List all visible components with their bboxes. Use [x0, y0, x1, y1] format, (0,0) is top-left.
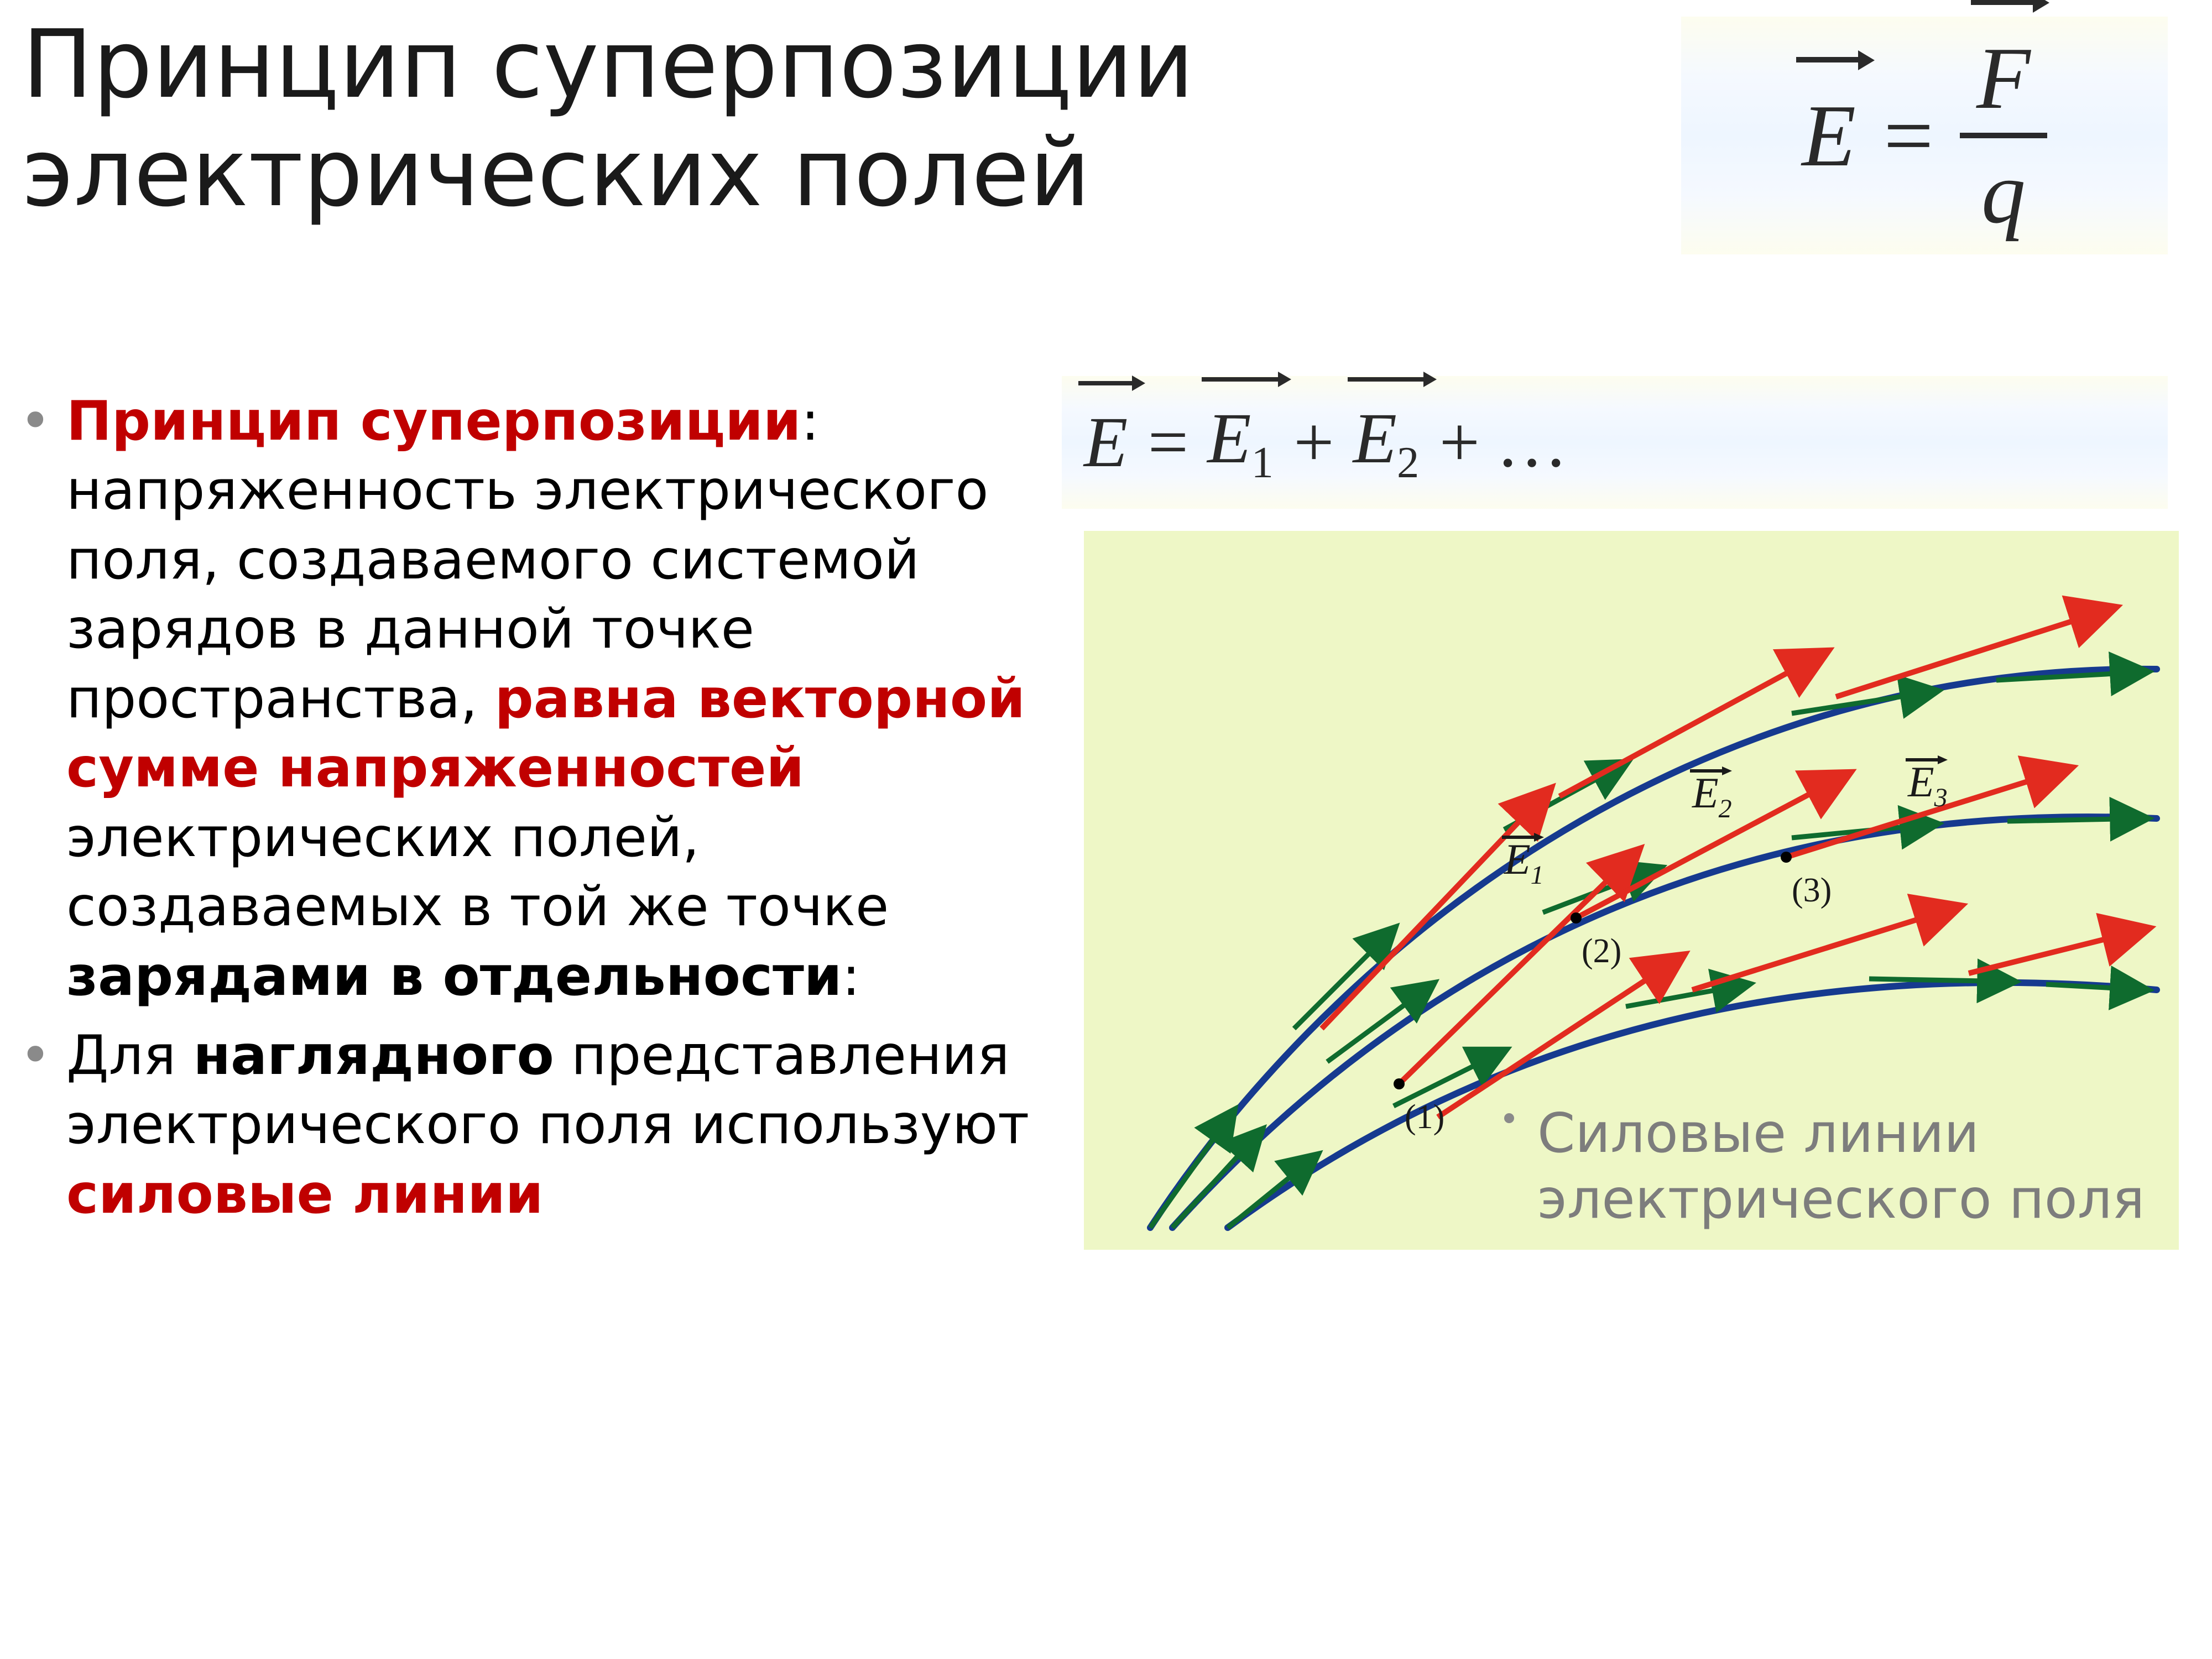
tangent-arrow — [1869, 979, 2013, 982]
fraction-denominator: q — [1965, 138, 2042, 247]
point-label: (2) — [1582, 932, 1621, 970]
symbol-e: E — [1802, 86, 1856, 185]
equals-sign: = — [1878, 85, 1938, 187]
page-title: Принцип суперпозиции электрических полей — [22, 11, 1239, 227]
vector-e1: E1 — [1207, 397, 1274, 488]
arrow-over-icon — [1202, 377, 1285, 385]
arrow-over-icon — [1348, 377, 1431, 385]
field-lines-diagram: (1)(2)(3)E1E2E3 Силовые линии электричес… — [1084, 531, 2179, 1250]
subscript-2: 2 — [1397, 438, 1419, 487]
point-label: (1) — [1405, 1098, 1444, 1136]
symbol-f: F — [1976, 29, 2031, 127]
equals-sign: = — [1143, 401, 1192, 484]
text-body: электрических полей, создаваемых в той ж… — [66, 806, 889, 938]
vector-e2: E2 — [1353, 397, 1420, 488]
symbol-e: E — [1207, 399, 1251, 478]
text-principle: Принцип суперпозиции — [66, 390, 801, 453]
fraction-numerator: F — [1960, 24, 2047, 133]
symbol-e: E — [1353, 399, 1397, 478]
arrow-over-icon — [1078, 381, 1139, 389]
text-colon: : — [842, 945, 860, 1008]
fraction: F q — [1960, 24, 2047, 247]
formula-content: E = F q — [1703, 33, 2146, 238]
bullet-list: Принцип суперпозиции: напряженность элек… — [66, 387, 1051, 1239]
bullet-item-1: Принцип суперпозиции: напряженность элек… — [66, 387, 1051, 1011]
vector-e: E — [1802, 85, 1856, 187]
fraction-bar-icon — [1960, 133, 2047, 138]
plus-sign: + — [1289, 401, 1338, 484]
field-point — [1394, 1078, 1405, 1089]
subscript-1: 1 — [1251, 438, 1274, 487]
text-charges-individually: зарядами в отдельности — [66, 945, 842, 1008]
diagram-caption: Силовые линии электрического поля — [1537, 1101, 2146, 1233]
field-point — [1781, 852, 1792, 863]
tangent-arrow — [2007, 818, 2146, 821]
formula-superposition: E = E1 + E2 + … — [1062, 376, 2168, 509]
bullet-item-2: Для наглядного представления электрическ… — [66, 1021, 1051, 1229]
arrow-over-icon — [1971, 0, 2042, 7]
field-point — [1571, 912, 1582, 924]
plus-ellipsis: + … — [1434, 401, 1565, 484]
symbol-e: E — [1084, 403, 1128, 482]
point-label: (3) — [1792, 872, 1832, 909]
caption-text: Силовые линии электрического поля — [1537, 1102, 2145, 1232]
text-visual: наглядного — [193, 1024, 554, 1087]
caption-bullet-icon — [1504, 1113, 1514, 1123]
text-field-lines: силовые линии — [66, 1163, 544, 1226]
vector-f: F — [1976, 27, 2031, 129]
formula-e-equals-f-over-q: E = F q — [1681, 17, 2168, 254]
text-body: Для — [66, 1024, 193, 1087]
vector-e: E — [1084, 401, 1128, 484]
arrow-over-icon — [1796, 57, 1867, 65]
